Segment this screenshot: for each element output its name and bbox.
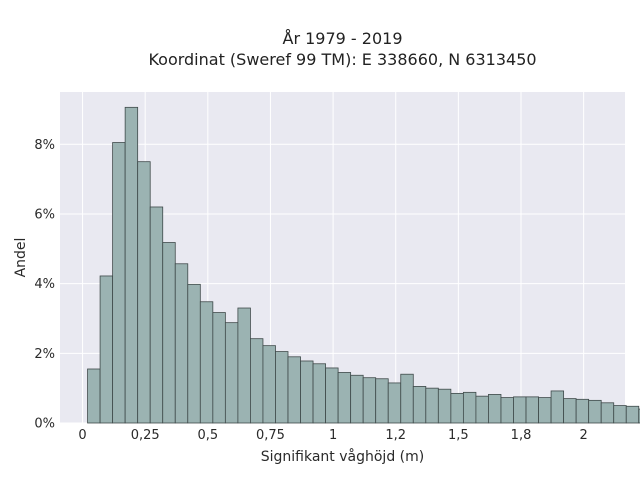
histogram-bars xyxy=(87,106,640,424)
histogram-bar xyxy=(149,206,164,424)
y-tick-label: 8% xyxy=(34,138,55,153)
histogram-bar xyxy=(237,307,251,424)
histogram-bar xyxy=(362,377,377,424)
histogram-bar xyxy=(124,106,139,424)
histogram-bar xyxy=(224,322,239,424)
histogram-bar xyxy=(187,283,201,424)
histogram-bar xyxy=(300,360,314,424)
histogram-bar xyxy=(387,382,402,424)
histogram-bar xyxy=(400,373,414,424)
histogram-bar xyxy=(475,395,489,424)
histogram-bar xyxy=(500,397,514,424)
x-tick-label: 2 xyxy=(580,428,588,443)
histogram-bar xyxy=(275,351,289,424)
y-tick-label: 4% xyxy=(34,277,55,292)
x-tick-label: 0,25 xyxy=(131,428,160,443)
histogram-bar xyxy=(488,394,502,424)
chart-title-line-2: Koordinat (Sweref 99 TM): E 338660, N 63… xyxy=(148,50,537,69)
histogram-bar xyxy=(337,372,352,424)
chart-title: År 1979 - 2019 Koordinat (Sweref 99 TM):… xyxy=(0,28,640,70)
y-axis-ticks: 0% 2% 4% 6% 8% xyxy=(34,138,55,432)
chart-title-line-1: År 1979 - 2019 xyxy=(282,29,403,48)
histogram-bar xyxy=(87,368,101,424)
histogram-bar xyxy=(250,338,264,424)
x-tick-label: 1,2 xyxy=(385,428,406,443)
histogram-bar xyxy=(287,356,301,424)
y-tick-label: 0% xyxy=(34,417,55,432)
histogram-bar xyxy=(425,387,439,424)
histogram-bar xyxy=(99,275,114,424)
histogram-bar xyxy=(325,367,339,424)
x-axis-ticks: 0 0,25 0,5 0,75 1 1,2 1,5 1,8 2 xyxy=(78,428,587,443)
histogram-bar xyxy=(437,388,452,424)
histogram-bar xyxy=(212,312,226,424)
histogram-bar xyxy=(638,408,640,424)
histogram-bar xyxy=(613,405,627,424)
histogram-bar xyxy=(575,398,590,424)
y-axis-title: Andel xyxy=(13,238,29,278)
y-tick-label: 6% xyxy=(34,207,55,222)
histogram-bar xyxy=(199,301,214,424)
histogram-bar xyxy=(162,242,176,424)
histogram-bar xyxy=(174,263,189,424)
histogram-bar xyxy=(538,397,552,424)
histogram-bar xyxy=(350,374,364,424)
y-tick-label: 2% xyxy=(34,347,55,362)
histogram-bar xyxy=(588,399,602,424)
histogram-bar xyxy=(525,396,539,424)
histogram-bar xyxy=(462,391,477,424)
histogram-bar xyxy=(625,405,640,424)
histogram-bar xyxy=(450,392,464,424)
x-tick-label: 1,8 xyxy=(511,428,532,443)
histogram-bar xyxy=(262,345,276,424)
x-tick-label: 0,5 xyxy=(197,428,218,443)
x-tick-label: 0 xyxy=(78,428,86,443)
x-tick-label: 1,5 xyxy=(448,428,469,443)
histogram-bar xyxy=(600,402,615,424)
histogram-bar xyxy=(112,142,126,424)
histogram-bar xyxy=(412,386,427,424)
x-tick-label: 0,75 xyxy=(256,428,285,443)
histogram-bar xyxy=(550,390,565,424)
histogram-bar xyxy=(375,378,389,424)
histogram-bar xyxy=(513,396,527,424)
histogram-bar xyxy=(312,363,326,424)
x-tick-label: 1 xyxy=(329,428,337,443)
histogram-bar xyxy=(563,398,577,424)
x-axis-title: Signifikant våghöjd (m) xyxy=(261,448,424,465)
histogram-bar xyxy=(137,161,151,424)
